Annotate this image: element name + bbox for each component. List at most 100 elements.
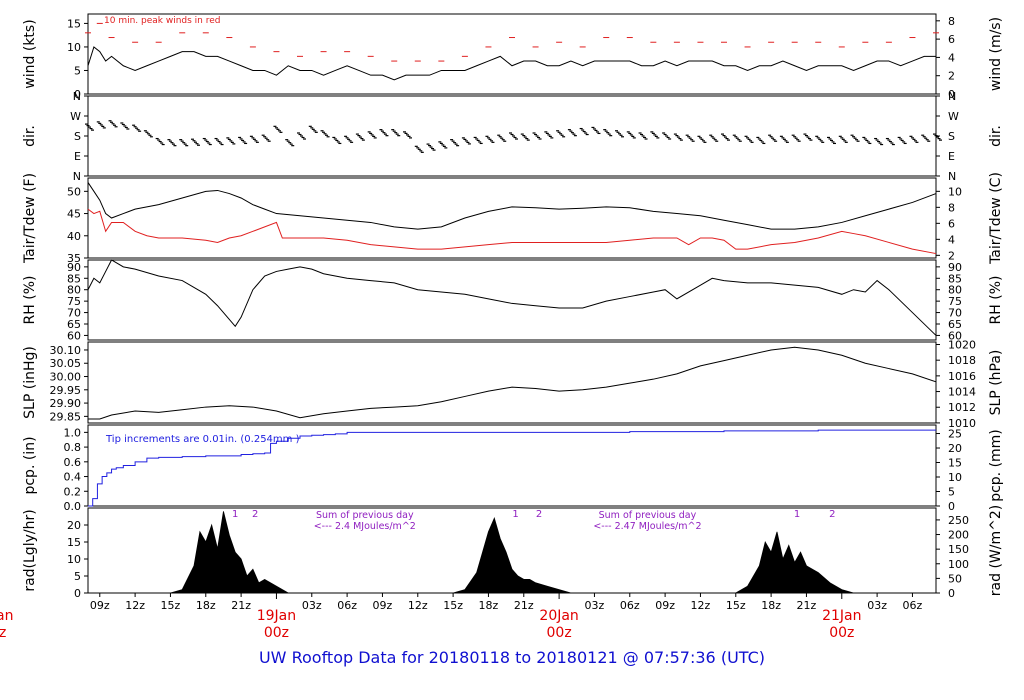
right-tick-label-wind: 0	[948, 88, 955, 101]
left-axis-label-radiation: rad(Lgly/hr)	[22, 509, 38, 591]
temperature-line-0	[87, 182, 937, 230]
wind-line-1	[87, 46, 936, 81]
right-axis-label-temperature: Tair/Tdew (C)	[988, 172, 1004, 265]
time-tick-label: 21z	[797, 599, 817, 612]
left-tick-label-relative-humidity: 60	[67, 329, 81, 342]
radiation-hour-marker: 1	[794, 509, 800, 520]
left-tick-label-radiation: 10	[67, 553, 81, 566]
left-tick-label-temperature: 40	[67, 230, 81, 243]
right-tick-label-relative-humidity: 70	[948, 307, 962, 320]
right-tick-label-precipitation: 15	[948, 457, 962, 470]
left-tick-label-temperature: 45	[67, 208, 81, 221]
right-tick-label-relative-humidity: 60	[948, 329, 962, 342]
radiation-hour-marker: 1	[232, 509, 238, 520]
wind-annotation: 10 min. peak winds in red	[104, 16, 221, 26]
left-tick-label-relative-humidity: 90	[67, 261, 81, 274]
right-tick-label-precipitation: 25	[948, 428, 962, 441]
right-tick-label-radiation: 100	[948, 558, 969, 571]
time-tick-label: 03z	[867, 599, 887, 612]
left-axis-label-wind: wind (kts)	[22, 19, 38, 88]
time-tick-label: 21z	[514, 599, 534, 612]
right-tick-label-sea-level-pressure: 1014	[948, 386, 976, 399]
day-label-time: 00z	[547, 625, 572, 640]
left-axis-label-direction: dir.	[22, 125, 38, 147]
right-tick-label-direction: N	[948, 90, 956, 103]
time-tick-label: 18z	[196, 599, 216, 612]
day-label-date: 20Jan	[539, 608, 578, 624]
day-label-time: 00z	[829, 625, 854, 640]
right-tick-label-direction: N	[948, 170, 956, 183]
right-tick-label-wind: 4	[948, 51, 955, 64]
time-tick-label: 03z	[585, 599, 605, 612]
right-axis-label-radiation: rad (W/m^2)	[988, 505, 1004, 596]
time-tick-label: 03z	[302, 599, 322, 612]
left-tick-label-temperature: 50	[67, 185, 81, 198]
left-tick-label-radiation: 5	[74, 570, 81, 583]
time-tick-label: 09z	[90, 599, 110, 612]
radiation-hour-marker: 1	[512, 509, 518, 520]
right-tick-label-relative-humidity: 80	[948, 284, 962, 297]
precip-line	[88, 429, 936, 507]
time-tick-label: 06z	[903, 599, 923, 612]
left-tick-label-radiation: 20	[67, 519, 81, 532]
panel-frame-temperature	[87, 177, 937, 259]
radiation-hour-marker: 2	[536, 509, 542, 520]
panel-frame-wind	[87, 13, 937, 95]
left-tick-label-relative-humidity: 70	[67, 307, 81, 320]
right-tick-label-sea-level-pressure: 1012	[948, 401, 976, 414]
daily-sum-value: <--- 2.47 MJoules/m^2	[593, 521, 701, 532]
right-tick-label-precipitation: 5	[948, 486, 955, 499]
time-tick-label: 12z	[408, 599, 428, 612]
time-tick-label: 06z	[337, 599, 357, 612]
right-tick-label-wind: 8	[948, 15, 955, 28]
left-tick-label-direction: S	[74, 130, 81, 143]
right-tick-label-radiation: 50	[948, 572, 962, 585]
left-tick-label-wind: 5	[74, 64, 81, 77]
right-tick-label-direction: E	[948, 150, 955, 163]
right-tick-label-temperature: 6	[948, 217, 955, 230]
left-tick-label-relative-humidity: 75	[67, 295, 81, 308]
time-tick-label: 15z	[161, 599, 181, 612]
panel-frame-sea-level-pressure	[87, 341, 937, 424]
right-tick-label-direction: S	[948, 130, 955, 143]
right-axis-label-relative-humidity: RH (%)	[988, 276, 1004, 325]
left-tick-label-sea-level-pressure: 30.05	[50, 357, 82, 370]
right-tick-label-sea-level-pressure: 1010	[948, 417, 976, 430]
left-tick-label-sea-level-pressure: 30.10	[50, 344, 82, 357]
left-tick-label-precipitation: 0.4	[64, 471, 82, 484]
left-tick-label-radiation: 15	[67, 536, 81, 549]
right-tick-label-temperature: 10	[948, 185, 962, 198]
right-tick-label-precipitation: 0	[948, 500, 955, 513]
right-axis-label-direction: dir.	[988, 125, 1004, 147]
left-tick-label-sea-level-pressure: 29.90	[50, 397, 82, 410]
right-tick-label-temperature: 8	[948, 201, 955, 214]
right-tick-label-relative-humidity: 75	[948, 295, 962, 308]
daily-sum-title: Sum of previous day	[599, 510, 697, 521]
left-tick-label-relative-humidity: 65	[67, 318, 81, 331]
left-tick-label-relative-humidity: 80	[67, 284, 81, 297]
day-label-date: 18Jan	[0, 608, 13, 624]
left-tick-label-radiation: 0	[74, 587, 81, 600]
left-tick-label-direction: N	[73, 170, 81, 183]
day-label-time: 00z	[0, 625, 6, 640]
radiation-area	[170, 511, 854, 594]
right-tick-label-wind: 2	[948, 70, 955, 83]
time-tick-label: 15z	[726, 599, 746, 612]
time-tick-label: 12z	[691, 599, 711, 612]
left-tick-label-wind: 0	[74, 88, 81, 101]
left-tick-label-sea-level-pressure: 29.85	[50, 410, 82, 423]
precip-annotation: Tip increments are 0.01in. (0.254mm )	[105, 434, 300, 445]
left-tick-label-precipitation: 1.0	[64, 426, 82, 439]
temperature-line-1	[87, 208, 937, 255]
time-tick-label: 09z	[373, 599, 393, 612]
right-tick-label-direction: W	[948, 110, 959, 123]
left-tick-label-direction: N	[73, 90, 81, 103]
right-tick-label-sea-level-pressure: 1016	[948, 370, 976, 383]
right-tick-label-relative-humidity: 65	[948, 318, 962, 331]
right-tick-label-precipitation: 10	[948, 471, 962, 484]
left-tick-label-precipitation: 0.0	[64, 500, 82, 513]
time-tick-label: 18z	[479, 599, 499, 612]
right-tick-label-temperature: 4	[948, 233, 955, 246]
radiation-hour-marker: 2	[829, 509, 835, 520]
